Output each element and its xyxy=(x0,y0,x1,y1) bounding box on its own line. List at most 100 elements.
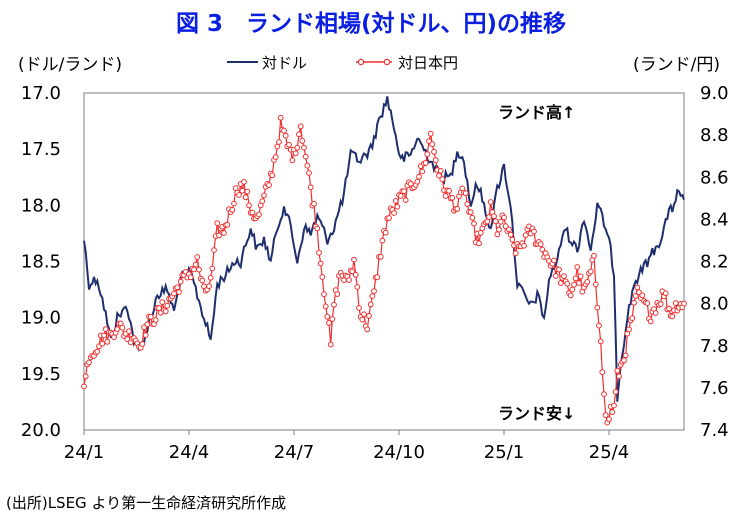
series-jpy-point xyxy=(139,341,146,347)
series-jpy-point xyxy=(561,273,567,280)
series-jpy-point xyxy=(427,130,434,137)
right-tick-label: 7.6 xyxy=(700,378,729,399)
series-jpy-point xyxy=(361,311,367,318)
series-jpy-point xyxy=(449,194,456,201)
series-jpy-point xyxy=(86,359,92,366)
series-jpy-point xyxy=(214,220,221,227)
series-jpy-point xyxy=(569,286,576,293)
left-axis-unit: (ドル/ランド) xyxy=(18,55,122,75)
series-jpy-point xyxy=(597,338,604,345)
series-jpy-point xyxy=(221,230,227,236)
series-jpy-point xyxy=(147,313,154,320)
series-jpy-point xyxy=(272,154,279,161)
series-jpy-point xyxy=(419,168,426,175)
series-jpy-point xyxy=(462,190,469,197)
series-jpy-point xyxy=(491,213,497,220)
series-jpy-point xyxy=(209,265,216,272)
series-jpy-point xyxy=(199,277,206,284)
series-jpy-point xyxy=(506,226,512,233)
series-jpy-point xyxy=(386,215,392,221)
series-jpy-point xyxy=(487,199,494,205)
series-jpy-markers xyxy=(81,114,687,426)
series-jpy-point xyxy=(602,412,609,419)
series-jpy-point xyxy=(599,369,606,376)
series-jpy-point xyxy=(576,280,582,286)
series-jpy-point xyxy=(142,332,149,339)
series-jpy-point xyxy=(286,141,292,148)
series-jpy-point xyxy=(281,127,287,134)
series-jpy-point xyxy=(537,241,544,248)
series-jpy-point xyxy=(631,299,637,306)
series-jpy-point xyxy=(321,291,327,298)
series-jpy-point xyxy=(552,273,559,279)
series-jpy-point xyxy=(356,305,362,311)
series-usd-line xyxy=(83,96,685,402)
left-tick-label: 20.0 xyxy=(21,420,61,441)
series-jpy-point xyxy=(509,236,516,243)
left-tick-label: 17.5 xyxy=(21,139,61,160)
series-jpy-point xyxy=(196,266,202,273)
series-jpy-point xyxy=(521,242,527,249)
series-jpy-point xyxy=(592,281,599,288)
series-jpy-point xyxy=(349,268,356,275)
series-jpy-point xyxy=(442,193,449,199)
series-jpy-point xyxy=(476,240,482,247)
series-jpy-point xyxy=(611,402,617,409)
series-jpy-point xyxy=(242,194,249,201)
series-jpy-point xyxy=(354,284,361,290)
series-jpy-point xyxy=(672,300,679,307)
series-jpy-point xyxy=(366,312,372,319)
series-jpy-point xyxy=(316,249,322,256)
series-jpy-point xyxy=(314,225,321,232)
series-jpy-point xyxy=(429,141,436,148)
series-jpy-point xyxy=(191,266,197,273)
series-jpy-point xyxy=(239,187,246,194)
series-jpy-point xyxy=(616,373,622,380)
series-jpy-point xyxy=(669,313,676,320)
chart-title: 図 3 ランド相場(対ドル、円)の推移 xyxy=(176,11,566,37)
series-jpy-point xyxy=(229,207,236,213)
right-tick-label: 9.0 xyxy=(700,83,729,104)
series-jpy-point xyxy=(422,160,429,166)
series-jpy-point xyxy=(397,193,404,199)
series-jpy-point xyxy=(464,201,471,208)
series-jpy-point xyxy=(394,203,401,210)
series-jpy-point xyxy=(317,260,324,267)
series-jpy-point xyxy=(322,303,329,310)
series-jpy-point xyxy=(622,352,629,359)
series-jpy-point xyxy=(324,313,331,320)
series-jpy-point xyxy=(437,167,444,174)
series-jpy-point xyxy=(174,284,181,291)
right-tick-label: 7.8 xyxy=(700,336,729,357)
series-jpy-point xyxy=(454,206,461,212)
series-jpy-point xyxy=(144,321,151,328)
series-jpy-point xyxy=(126,328,132,335)
series-jpy-point xyxy=(591,252,597,259)
series-jpy-point xyxy=(486,214,492,221)
series-jpy-point xyxy=(639,292,646,299)
series-jpy-point xyxy=(346,277,352,283)
series-jpy-point xyxy=(424,151,431,158)
series-jpy-point xyxy=(414,178,421,185)
x-tick-label: 25/4 xyxy=(589,442,629,463)
series-jpy-point xyxy=(614,367,621,374)
series-jpy-point xyxy=(311,200,317,207)
left-tick-label: 18.5 xyxy=(21,252,61,273)
series-jpy-point xyxy=(289,157,296,164)
series-jpy-point xyxy=(301,144,307,151)
series-jpy-point xyxy=(156,305,162,312)
series-jpy-point xyxy=(467,209,474,216)
series-jpy-point xyxy=(306,170,312,176)
series-jpy-point xyxy=(329,316,336,322)
series-jpy-point xyxy=(572,275,579,282)
series-jpy-point xyxy=(494,231,501,238)
series-jpy-point xyxy=(277,114,284,121)
series-jpy-point xyxy=(304,162,311,169)
series-jpy-point xyxy=(431,148,437,155)
series-jpy-point xyxy=(261,192,267,199)
series-jpy-point xyxy=(307,184,314,191)
series-jpy-point xyxy=(621,357,627,364)
series-jpy-point xyxy=(584,279,591,285)
series-jpy-point xyxy=(594,304,601,311)
